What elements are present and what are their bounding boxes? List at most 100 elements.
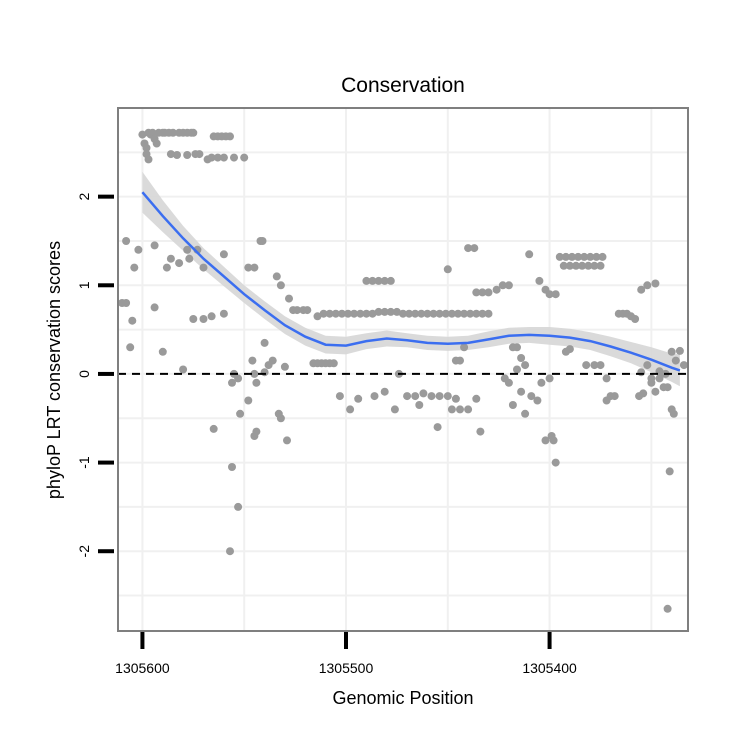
data-point bbox=[226, 547, 234, 556]
data-point bbox=[175, 259, 184, 268]
data-point bbox=[207, 312, 216, 321]
data-point bbox=[228, 378, 236, 387]
data-point bbox=[521, 361, 530, 370]
data-point bbox=[195, 150, 204, 159]
data-point bbox=[476, 427, 485, 436]
data-point bbox=[513, 365, 521, 374]
data-point bbox=[508, 401, 517, 409]
data-point bbox=[451, 394, 460, 403]
data-point bbox=[207, 153, 216, 162]
data-point bbox=[158, 347, 167, 356]
data-point bbox=[472, 394, 481, 403]
data-point bbox=[504, 281, 513, 290]
data-point bbox=[380, 387, 389, 396]
data-point bbox=[590, 261, 599, 270]
data-point bbox=[199, 263, 208, 272]
data-point bbox=[276, 281, 285, 290]
data-point bbox=[535, 276, 544, 285]
data-point bbox=[415, 401, 424, 409]
data-point bbox=[162, 263, 171, 272]
data-point bbox=[399, 309, 407, 318]
data-point bbox=[559, 261, 568, 270]
data-point bbox=[665, 467, 674, 476]
data-point bbox=[470, 244, 479, 253]
data-point bbox=[335, 392, 344, 401]
data-point bbox=[598, 252, 607, 261]
data-point bbox=[213, 153, 222, 162]
data-point bbox=[250, 263, 259, 272]
data-point bbox=[356, 309, 365, 318]
data-point bbox=[602, 374, 611, 383]
y-tick-label: 2 bbox=[76, 193, 92, 201]
data-point bbox=[584, 261, 593, 270]
data-point bbox=[390, 405, 399, 414]
data-point bbox=[169, 128, 177, 137]
data-point bbox=[258, 237, 267, 245]
data-point bbox=[435, 309, 444, 318]
data-point bbox=[441, 309, 450, 318]
data-point bbox=[561, 252, 570, 261]
data-point bbox=[643, 361, 652, 370]
data-point bbox=[447, 405, 456, 414]
data-point bbox=[419, 389, 428, 398]
data-point bbox=[671, 356, 680, 365]
data-point bbox=[244, 263, 253, 272]
data-point bbox=[460, 343, 469, 352]
data-point bbox=[128, 316, 137, 325]
data-point bbox=[368, 276, 377, 285]
data-point bbox=[545, 374, 554, 383]
data-point bbox=[126, 343, 135, 352]
data-point bbox=[283, 436, 291, 445]
data-point bbox=[643, 281, 652, 290]
data-point bbox=[150, 241, 159, 250]
data-point bbox=[504, 378, 513, 387]
data-point bbox=[313, 312, 322, 321]
data-point bbox=[572, 261, 580, 270]
data-point bbox=[166, 254, 175, 263]
chart-title: Conservation bbox=[341, 74, 465, 97]
data-point bbox=[551, 458, 560, 467]
y-tick-label: 1 bbox=[76, 281, 92, 289]
data-point bbox=[370, 392, 379, 401]
data-point bbox=[456, 356, 464, 365]
data-point bbox=[293, 306, 302, 315]
data-point bbox=[651, 387, 660, 396]
data-point bbox=[478, 288, 487, 297]
data-point bbox=[433, 423, 442, 432]
data-point bbox=[555, 252, 564, 261]
data-point bbox=[484, 288, 493, 297]
y-axis-label: phyloP LRT conservation scores bbox=[44, 241, 64, 499]
data-point bbox=[252, 427, 261, 436]
data-point bbox=[533, 396, 542, 405]
data-point bbox=[272, 272, 281, 281]
data-point bbox=[319, 309, 328, 318]
data-point bbox=[374, 307, 383, 316]
data-point bbox=[250, 369, 259, 378]
x-tick-label: 1305400 bbox=[522, 660, 577, 676]
data-point bbox=[565, 261, 574, 270]
data-point bbox=[173, 151, 181, 159]
data-point bbox=[252, 378, 261, 387]
data-point bbox=[667, 347, 676, 356]
data-point bbox=[228, 463, 236, 471]
data-point bbox=[429, 309, 438, 318]
data-point bbox=[183, 151, 192, 159]
data-point bbox=[226, 132, 234, 141]
data-point bbox=[637, 368, 646, 377]
data-point bbox=[276, 414, 285, 423]
data-point bbox=[631, 315, 640, 323]
data-point bbox=[179, 365, 188, 374]
data-point bbox=[527, 392, 536, 401]
data-point bbox=[148, 128, 157, 137]
data-point bbox=[596, 361, 605, 370]
data-point bbox=[549, 436, 558, 445]
data-point bbox=[260, 368, 269, 377]
data-point bbox=[590, 361, 599, 370]
data-point bbox=[472, 309, 481, 318]
data-point bbox=[166, 150, 175, 159]
data-point bbox=[417, 309, 426, 318]
plot-frame bbox=[117, 107, 689, 632]
data-point bbox=[545, 290, 554, 299]
